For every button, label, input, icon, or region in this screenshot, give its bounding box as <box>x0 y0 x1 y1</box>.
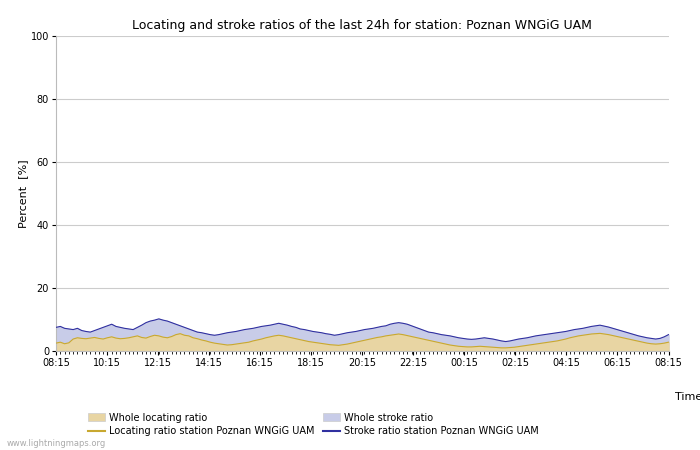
Text: Time: Time <box>675 392 700 402</box>
Title: Locating and stroke ratios of the last 24h for station: Poznan WNGiG UAM: Locating and stroke ratios of the last 2… <box>132 19 592 32</box>
Y-axis label: Percent  [%]: Percent [%] <box>18 159 28 228</box>
Legend: Whole locating ratio, Locating ratio station Poznan WNGiG UAM, Whole stroke rati: Whole locating ratio, Locating ratio sta… <box>88 413 539 436</box>
Text: www.lightningmaps.org: www.lightningmaps.org <box>7 439 106 448</box>
